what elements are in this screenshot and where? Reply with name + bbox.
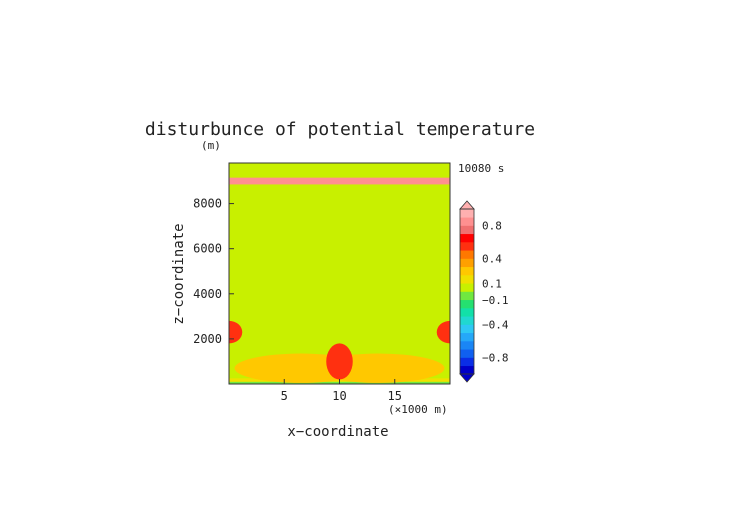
colorbar-segment [460,316,474,325]
colorbar-tick-label: 0.4 [482,253,502,266]
colorbar-tick-label: −0.4 [482,319,509,332]
colorbar-tick-label: −0.1 [482,294,509,307]
colorbar-segment [460,209,474,218]
colorbar-segment [460,299,474,309]
colorbar-segment [460,233,474,243]
y-unit-label: (m) [201,139,221,152]
y-tick-label: 8000 [193,197,222,211]
field-right-boundary-maximum [436,320,450,344]
colorbar-segment [460,250,474,259]
x-tick-label: 10 [332,389,346,403]
colorbar-segment [460,217,474,226]
y-tick-label: 6000 [193,242,222,256]
x-axis: 5 10 15 [281,379,402,403]
colorbar-segment [460,324,474,334]
colorbar-bottom-extension [459,373,475,383]
field-left-boundary-maximum [229,320,243,344]
field-upper-layer-band [229,177,450,185]
colorbar-segment [460,242,474,251]
x-tick-label: 5 [281,389,288,403]
colorbar: 0.8 0.4 0.1 −0.1 −0.4 −0.8 [459,200,509,383]
colorbar-segment [460,357,474,367]
colorbar-tick-label: −0.8 [482,352,509,365]
x-unit-label: (×1000 m) [388,403,448,416]
y-axis-label: z−coordinate [171,223,187,324]
y-tick-label: 2000 [193,332,222,346]
x-tick-label: 15 [388,389,402,403]
x-axis-label: x−coordinate [287,424,388,440]
y-tick-label: 4000 [193,287,222,301]
colorbar-segment [460,308,474,317]
colorbar-segment [460,266,474,276]
colorbar-segment [460,349,474,358]
temperature-field [229,163,450,384]
chart-title: disturbunce of potential temperature [145,119,535,140]
colorbar-top-extension [459,200,475,210]
colorbar-segment [460,275,474,284]
y-axis: 2000 4000 6000 8000 [193,197,234,346]
colorbar-segment [460,365,474,375]
colorbar-segment [460,291,474,301]
colorbar-segment [460,341,474,350]
colorbar-frame [459,208,475,375]
colorbar-tick-label: 0.1 [482,277,502,290]
colorbar-tick-label: 0.8 [482,220,502,233]
colorbar-segment [460,332,474,342]
time-label: 10080 s [458,162,504,175]
colorbar-segment [460,225,474,235]
field-central-warm-column [326,343,353,380]
colorbar-segment [460,258,474,268]
colorbar-segment [460,283,474,292]
